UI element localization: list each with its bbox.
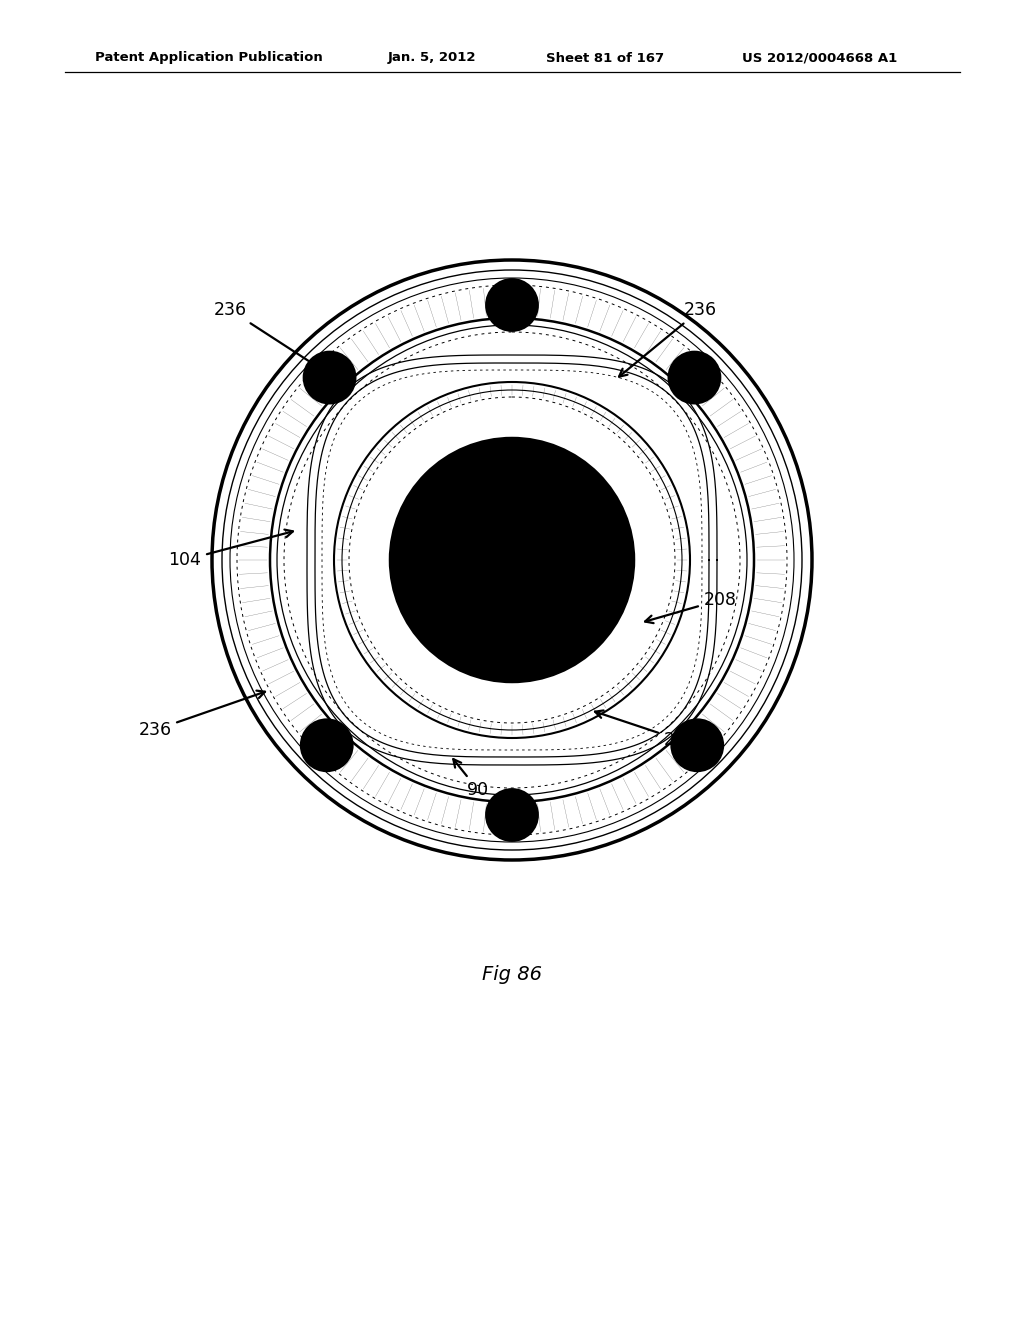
Circle shape xyxy=(486,789,538,841)
Circle shape xyxy=(486,279,538,331)
Text: 90: 90 xyxy=(454,759,489,799)
Text: Sheet 81 of 167: Sheet 81 of 167 xyxy=(546,51,665,65)
Circle shape xyxy=(672,719,723,771)
Circle shape xyxy=(669,351,721,404)
Text: Jan. 5, 2012: Jan. 5, 2012 xyxy=(388,51,476,65)
Text: 104: 104 xyxy=(169,529,293,569)
Bar xyxy=(432,564,449,579)
Circle shape xyxy=(390,438,634,682)
Text: US 2012/0004668 A1: US 2012/0004668 A1 xyxy=(742,51,897,65)
Text: Patent Application Publication: Patent Application Publication xyxy=(95,51,323,65)
Text: 236: 236 xyxy=(595,710,696,748)
Text: 208: 208 xyxy=(645,591,736,623)
Text: Fig 86: Fig 86 xyxy=(482,965,542,985)
Circle shape xyxy=(303,351,355,404)
Text: 236: 236 xyxy=(213,301,334,378)
Text: 236: 236 xyxy=(138,690,265,739)
Text: 236: 236 xyxy=(620,301,717,376)
Circle shape xyxy=(301,719,352,771)
